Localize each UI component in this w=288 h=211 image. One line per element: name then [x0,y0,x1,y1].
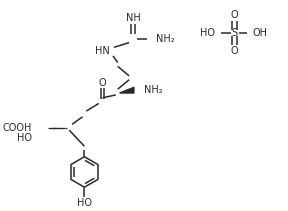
Text: NH₂: NH₂ [144,85,163,95]
Text: HO: HO [77,198,92,208]
Text: O: O [99,78,106,88]
Text: NH₂: NH₂ [156,34,175,44]
Text: NH: NH [126,13,140,23]
Text: OH: OH [253,28,268,38]
Text: S: S [232,28,238,38]
Text: HO: HO [200,28,215,38]
Text: HO: HO [17,133,32,143]
Text: COOH: COOH [3,123,32,133]
Text: O: O [231,10,238,20]
Text: O: O [231,46,238,56]
Polygon shape [120,87,134,93]
Text: HN: HN [95,46,110,56]
